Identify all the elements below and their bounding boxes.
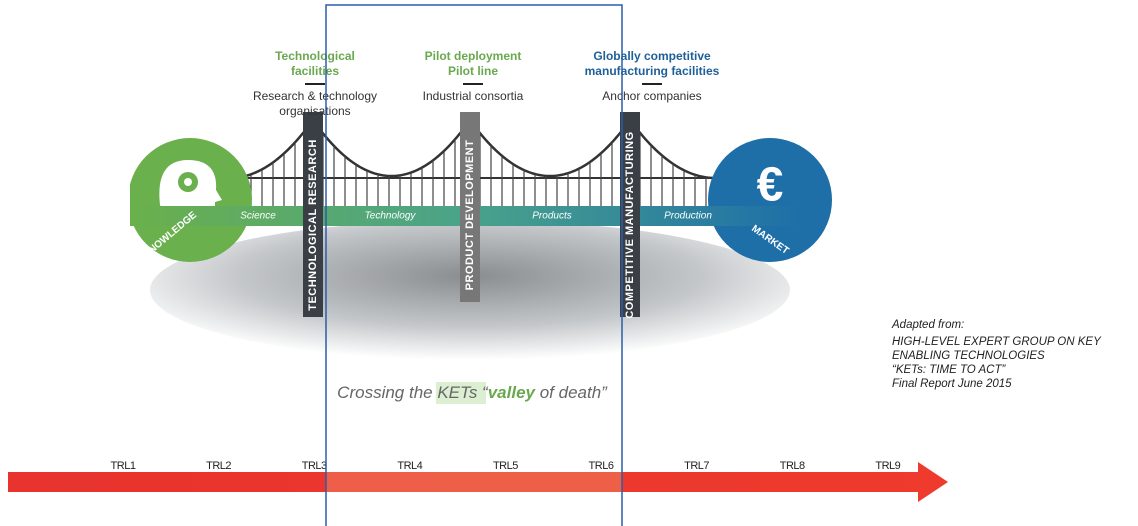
trl-label: TRL9	[875, 460, 900, 472]
mask	[832, 130, 852, 270]
valley-highlight: valley	[488, 383, 537, 402]
trl-label: TRL5	[493, 460, 518, 472]
cable	[311, 119, 471, 178]
euro-symbol: €	[757, 159, 784, 212]
stage-actor: Research & technology	[253, 89, 377, 103]
source-line: “KETs: TIME TO ACT”	[892, 364, 1006, 376]
trl-label: TRL2	[206, 460, 231, 472]
trl-label: TRL8	[780, 460, 805, 472]
pillars: TECHNOLOGICAL RESEARCH PRODUCT DEVELOPMEN…	[303, 112, 640, 319]
stage-title: Technological	[275, 49, 355, 63]
road-label: Production	[664, 211, 712, 222]
stage-title: Pilot line	[448, 64, 498, 78]
market-circle	[708, 138, 832, 262]
stage-actor: Industrial consortia	[423, 89, 524, 103]
source-line: Final Report June 2015	[892, 378, 1012, 390]
pillar	[620, 112, 640, 317]
cable	[468, 119, 632, 178]
valley-frame	[325, 4, 623, 526]
source-line: HIGH-LEVEL EXPERT GROUP ON KEY	[892, 336, 1102, 348]
pillar	[303, 112, 323, 317]
trl-label: TRL1	[111, 460, 136, 472]
stage-actor: Anchor companies	[602, 89, 701, 103]
valley-text: Crossing the KETs “	[337, 383, 489, 402]
trl-label: TRL4	[397, 460, 422, 472]
pillar	[460, 112, 480, 302]
road-label: Science	[240, 211, 276, 222]
valley-text: of death”	[535, 383, 608, 402]
road-label: Products	[532, 211, 571, 222]
stage-title: facilities	[291, 64, 339, 78]
trl-labels: TRL1 TRL2 TRL3 TRL4 TRL5 TRL6 TRL7 TRL8 TRL9	[111, 460, 902, 472]
road-label: Technology	[365, 211, 417, 222]
source-line: ENABLING TECHNOLOGIES	[892, 350, 1045, 362]
arrow-highlight	[326, 472, 622, 492]
mask	[110, 130, 130, 270]
bridge	[225, 119, 740, 206]
source-line: Adapted from:	[891, 319, 964, 331]
stage-title: manufacturing facilities	[585, 64, 720, 78]
highlight	[436, 382, 486, 404]
pillar-label: PRODUCT DEVELOPMENT	[464, 140, 476, 291]
cable	[628, 119, 715, 180]
stage-actor: organisations	[279, 104, 350, 118]
pillar-label: COMPETITIVE MANUFACTURING	[624, 131, 636, 318]
trl-label: TRL6	[589, 460, 614, 472]
pillar-label: TECHNOLOGICAL RESEARCH	[307, 139, 319, 311]
stage-title: Globally competitive	[593, 49, 711, 63]
valley-caption: Crossing the KETs “valley of death”	[337, 383, 608, 402]
trl-label: TRL3	[302, 460, 327, 472]
stage-title: Pilot deployment	[425, 49, 522, 63]
trl-label: TRL7	[684, 460, 709, 472]
